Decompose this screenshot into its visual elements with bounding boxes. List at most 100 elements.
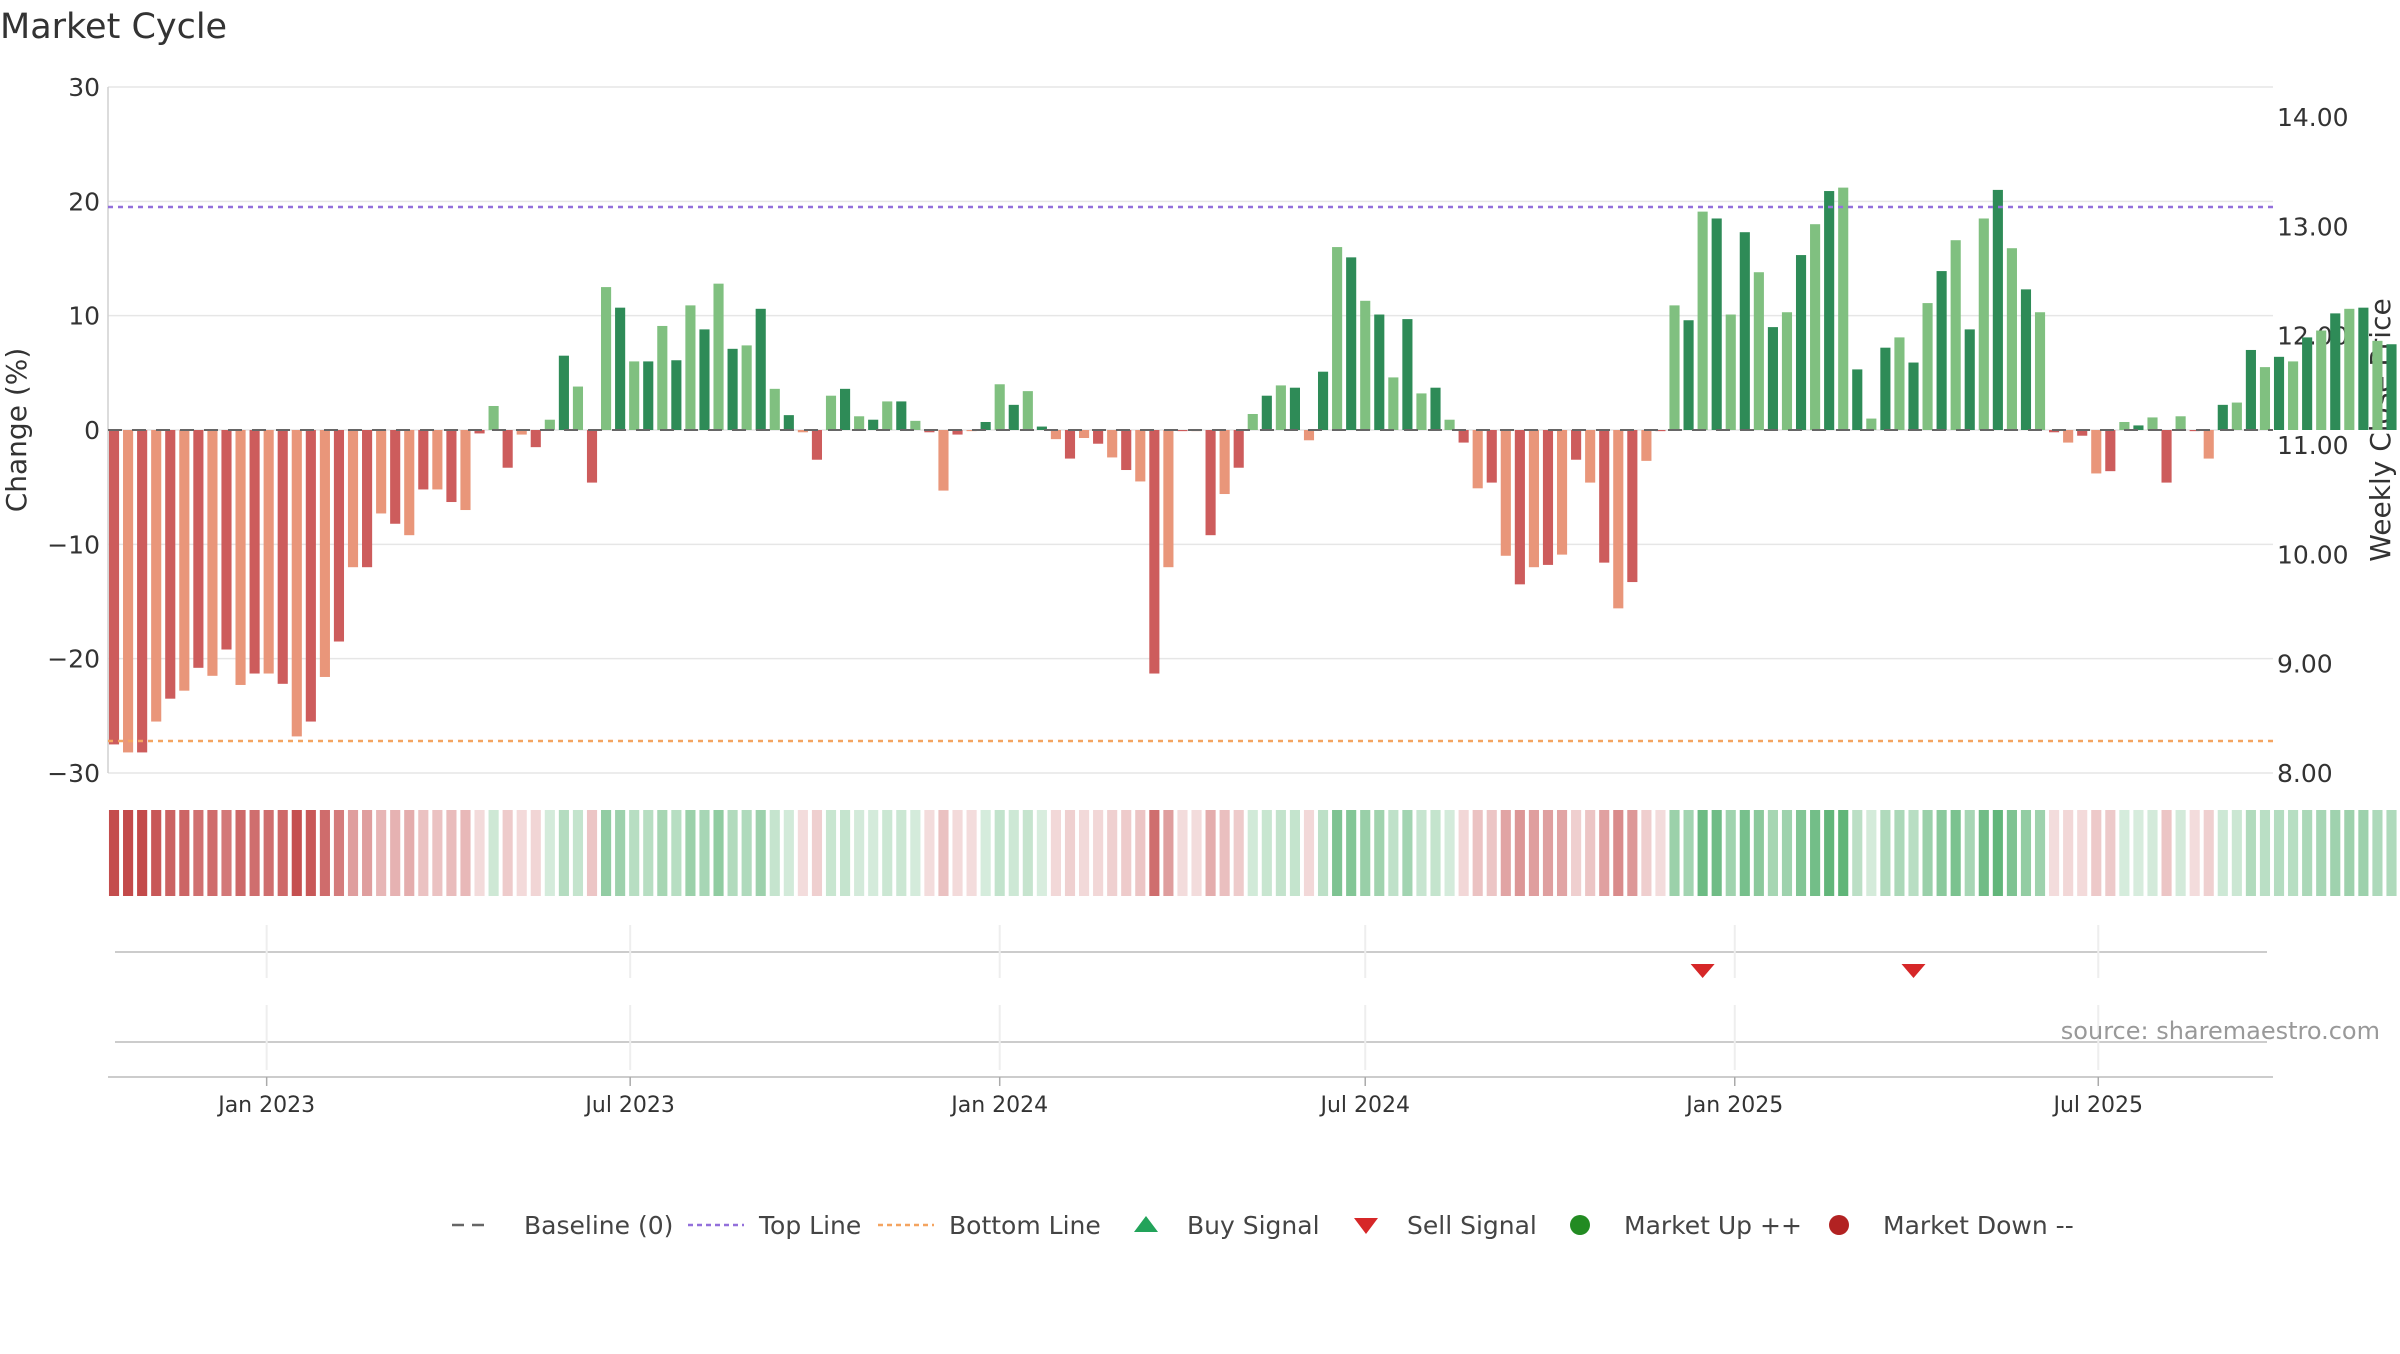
change-bar <box>1725 314 1736 430</box>
heat-strip-cell <box>868 810 879 896</box>
change-bar <box>376 430 387 514</box>
change-bar <box>558 355 569 430</box>
change-bar <box>938 430 949 491</box>
legend-item-label: Market Up ++ <box>1624 1211 1802 1240</box>
change-bar <box>2006 248 2017 430</box>
heat-strip-cell <box>305 810 316 896</box>
change-bar <box>333 430 345 642</box>
heat-strip-cell <box>1852 810 1863 896</box>
change-bar <box>2119 421 2130 430</box>
change-bar <box>362 430 373 568</box>
change-bar <box>2133 425 2144 430</box>
x-tick-label: Jul 2023 <box>583 1093 675 1118</box>
heat-strip-cell <box>347 810 359 896</box>
y-tick-label: 10 <box>68 302 100 331</box>
heat-strip-cell <box>1697 810 1708 896</box>
legend-buy-triangle-icon[interactable] <box>1134 1216 1158 1232</box>
y-tick-label: 0 <box>84 416 100 445</box>
change-bar <box>544 419 555 430</box>
heat-strip-cell <box>2189 810 2200 896</box>
change-bar <box>235 430 246 685</box>
heat-strip-cell <box>1332 810 1343 896</box>
heat-strip-cell <box>1500 810 1511 896</box>
heat-strip-cell <box>1472 810 1483 896</box>
heat-strip-cell <box>2259 810 2271 896</box>
legend-item-label: Bottom Line <box>949 1211 1101 1240</box>
change-bar <box>1036 426 1047 430</box>
heat-strip-cell <box>151 810 162 896</box>
change-bar <box>1008 404 1019 430</box>
change-bar <box>2372 340 2383 430</box>
heat-strip-cell <box>1163 810 1174 896</box>
heat-strip-cell <box>1247 810 1258 896</box>
change-bar <box>1627 430 1638 583</box>
change-bar <box>1275 385 1286 430</box>
heat-strip-cell <box>1978 810 1989 896</box>
change-bar <box>1247 413 1258 430</box>
heat-strip-cell <box>2133 810 2144 896</box>
change-bar <box>1093 430 1104 444</box>
change-bar <box>404 430 415 536</box>
heat-strip-cell <box>2217 810 2228 896</box>
heat-strip-cell <box>1585 810 1596 896</box>
heat-strip-cell <box>713 810 724 896</box>
heat-strip-cell <box>404 810 415 896</box>
heat-strip-cell <box>896 810 907 896</box>
heat-strip-cell <box>1908 810 1919 896</box>
y-tick-label: −10 <box>47 530 100 559</box>
change-bar <box>2063 430 2074 443</box>
heat-strip-cell <box>2049 810 2060 896</box>
y2-tick-label: 13.00 <box>2277 212 2349 241</box>
heat-strip-cell <box>1514 810 1525 896</box>
sell-signal-marker <box>1901 964 1926 978</box>
change-bar <box>1261 395 1272 430</box>
heat-strip-cell <box>1599 810 1610 896</box>
heat-strip-cell <box>263 810 274 896</box>
change-bar <box>1402 319 1413 430</box>
legend-sell-triangle-icon[interactable] <box>1354 1218 1378 1234</box>
heat-strip-cell <box>418 810 429 896</box>
heat-strip-cell <box>1275 810 1286 896</box>
heat-strip-cell <box>1289 810 1300 896</box>
change-bar <box>432 430 443 490</box>
change-bar <box>1613 430 1624 609</box>
change-bar <box>2175 416 2186 430</box>
change-bar <box>797 430 808 433</box>
change-bar <box>249 430 260 674</box>
change-bar <box>727 348 738 430</box>
change-bar <box>2231 402 2242 430</box>
change-bar <box>1908 362 1919 430</box>
heat-strip-cell <box>1135 810 1146 896</box>
heat-strip-cell <box>558 810 569 896</box>
heat-strip-cell <box>1866 810 1877 896</box>
heat-strip-cell <box>1374 810 1385 896</box>
heat-strip-cell <box>2344 810 2355 896</box>
heat-strip-cell <box>362 810 373 896</box>
change-bar <box>1135 430 1146 482</box>
change-bar <box>1317 371 1329 430</box>
legend-circle-icon[interactable] <box>1829 1215 1849 1235</box>
change-bar <box>1655 430 1666 432</box>
heat-strip-cell <box>1444 810 1455 896</box>
y-axis-title: Change (%) <box>0 348 33 513</box>
change-bar <box>221 430 232 650</box>
heat-strip-cell <box>277 810 288 896</box>
heat-strip-cell <box>291 810 302 896</box>
change-bar <box>1880 347 1891 430</box>
change-bar <box>1838 187 1849 430</box>
heat-strip-cell <box>376 810 387 896</box>
change-bar <box>277 430 288 684</box>
change-bar <box>1332 247 1343 430</box>
change-bar <box>488 405 499 430</box>
change-bar <box>1810 224 1821 430</box>
change-bar <box>586 430 598 483</box>
change-bar <box>2020 289 2032 430</box>
change-bar <box>1753 272 1764 430</box>
heat-strip-cell <box>924 810 935 896</box>
change-bar <box>2358 307 2369 430</box>
heat-strip-cell <box>1416 810 1427 896</box>
change-bar <box>1514 430 1525 585</box>
heat-strip-cell <box>797 810 808 896</box>
legend-circle-icon[interactable] <box>1570 1215 1590 1235</box>
